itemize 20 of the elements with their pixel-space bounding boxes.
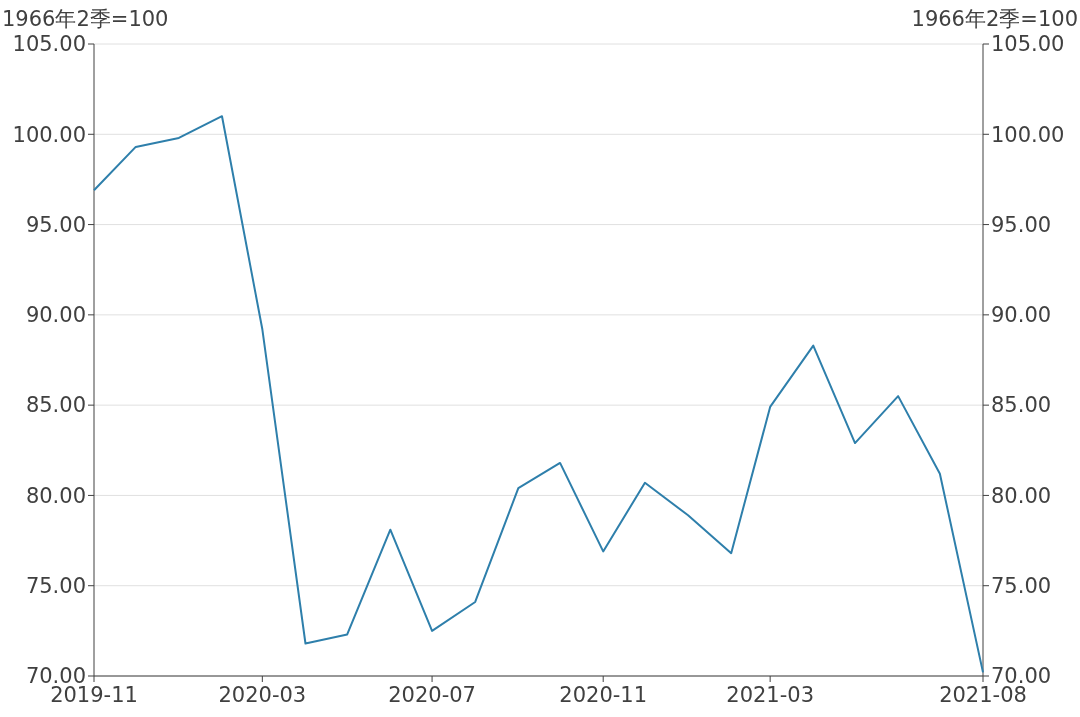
x-tick-label: 2020-03: [218, 683, 307, 707]
y2-tick-label: 95.00: [991, 212, 1052, 237]
y-tick-label: 80.00: [25, 483, 86, 508]
y2-tick-label: 75.00: [991, 574, 1052, 599]
y-tick-label: 105.00: [12, 32, 86, 57]
y2-axis-title: 1966年2季=100: [911, 7, 1078, 31]
y2-tick-label: 90.00: [991, 303, 1052, 328]
y-axis-title: 1966年2季=100: [2, 7, 169, 31]
x-tick-label: 2020-07: [388, 683, 476, 707]
x-tick-label: 2020-11: [559, 683, 648, 707]
y2-tick-label: 85.00: [991, 393, 1052, 418]
x-tick-label: 2021-03: [726, 683, 815, 707]
y-tick-label: 90.00: [25, 303, 86, 328]
y2-tick-label: 80.00: [991, 483, 1052, 508]
y2-tick-label: 100.00: [991, 122, 1065, 147]
y-tick-label: 95.00: [25, 212, 86, 237]
y2-tick-label: 105.00: [991, 32, 1065, 57]
y-tick-label: 85.00: [25, 393, 86, 418]
y-tick-label: 100.00: [12, 122, 86, 147]
y-tick-label: 75.00: [25, 574, 86, 599]
